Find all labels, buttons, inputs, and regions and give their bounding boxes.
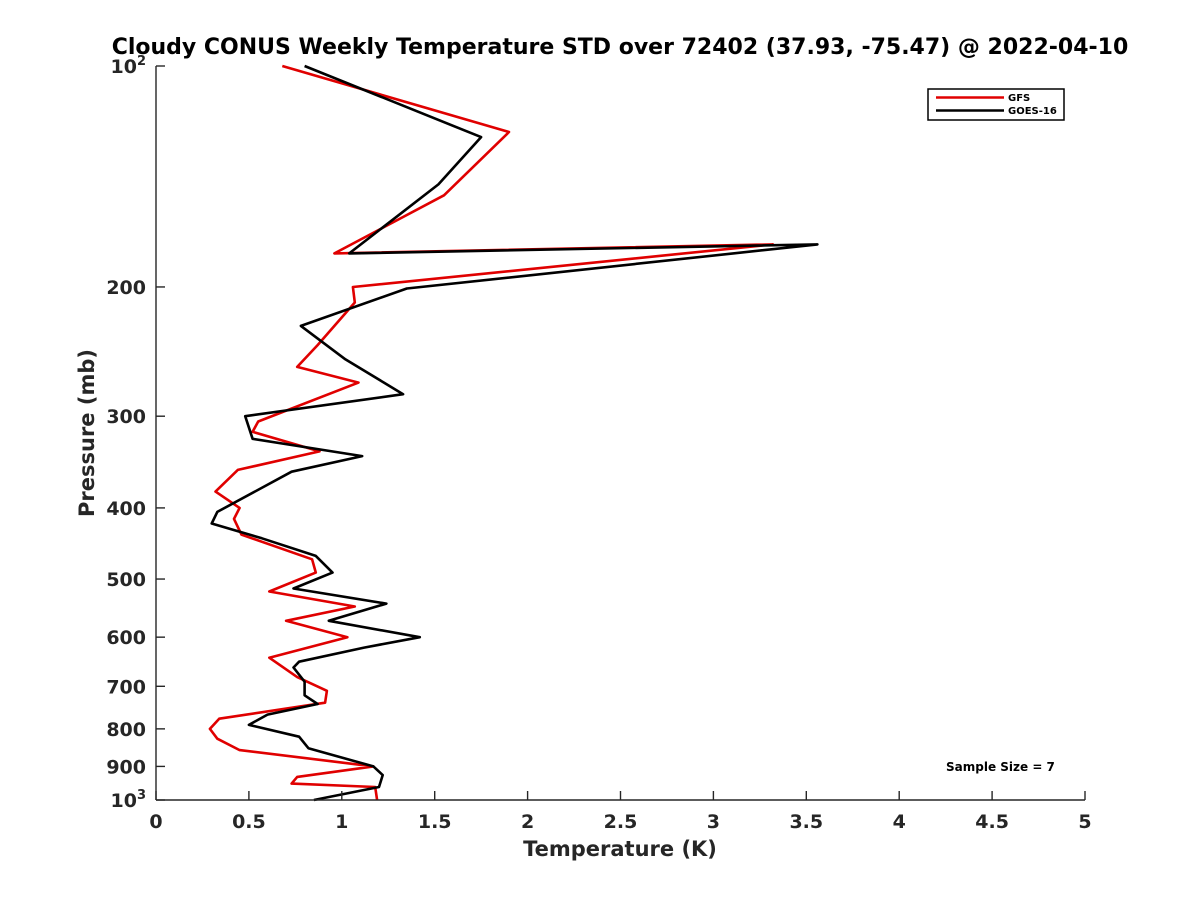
y-ticks: 102 200 300 400 500 600 700 800 900 103	[106, 54, 165, 812]
y-tick-label: 103	[111, 788, 147, 812]
x-tick-label: 1.5	[418, 811, 452, 833]
legend-label-goes-16: GOES-16	[1008, 106, 1057, 117]
series-line-gfs	[208, 64, 775, 801]
y-tick-label: 600	[106, 627, 146, 649]
x-tick-label: 3	[707, 811, 720, 833]
x-ticks: 0 0.5 1 1.5 2 2.5 3 3.5 4 4.5 5	[149, 791, 1092, 833]
chart-title: Cloudy CONUS Weekly Temperature STD over…	[112, 35, 1129, 60]
y-tick-label: 500	[106, 569, 146, 591]
y-tick-label: 800	[106, 719, 146, 741]
x-tick-label: 4.5	[975, 811, 1009, 833]
x-tick-label: 2	[521, 811, 534, 833]
legend-label-gfs: GFS	[1008, 93, 1030, 104]
y-tick-exponent: 3	[137, 788, 146, 803]
y-tick-label: 102	[111, 54, 147, 78]
y-tick-exponent: 2	[137, 54, 146, 69]
y-tick-label: 700	[106, 676, 146, 698]
legend-box	[927, 88, 1065, 121]
sample-size-annotation: Sample Size = 7	[946, 760, 1055, 774]
y-tick-label: 400	[106, 498, 146, 520]
y-tick-label: 200	[106, 277, 146, 299]
plot-area: 0 0.5 1 1.5 2 2.5 3 3.5 4 4.5 5 102 200 300 400 500 600…	[106, 54, 1091, 833]
x-tick-label: 1	[335, 811, 348, 833]
x-tick-label: 0.5	[232, 811, 266, 833]
x-tick-label: 2.5	[604, 811, 638, 833]
x-axis-label: Temperature (K)	[523, 837, 717, 861]
series-layer	[208, 64, 819, 802]
x-tick-label: 4	[893, 811, 906, 833]
y-axis-label: Pressure (mb)	[75, 349, 99, 517]
y-tick-label: 900	[106, 756, 146, 778]
legend: GFS GOES-16	[927, 88, 1065, 121]
x-tick-label: 3.5	[789, 811, 823, 833]
series-line-goes-16	[210, 64, 819, 802]
y-tick-label: 300	[106, 406, 146, 428]
x-tick-label: 5	[1078, 811, 1091, 833]
x-tick-label: 0	[149, 811, 162, 833]
